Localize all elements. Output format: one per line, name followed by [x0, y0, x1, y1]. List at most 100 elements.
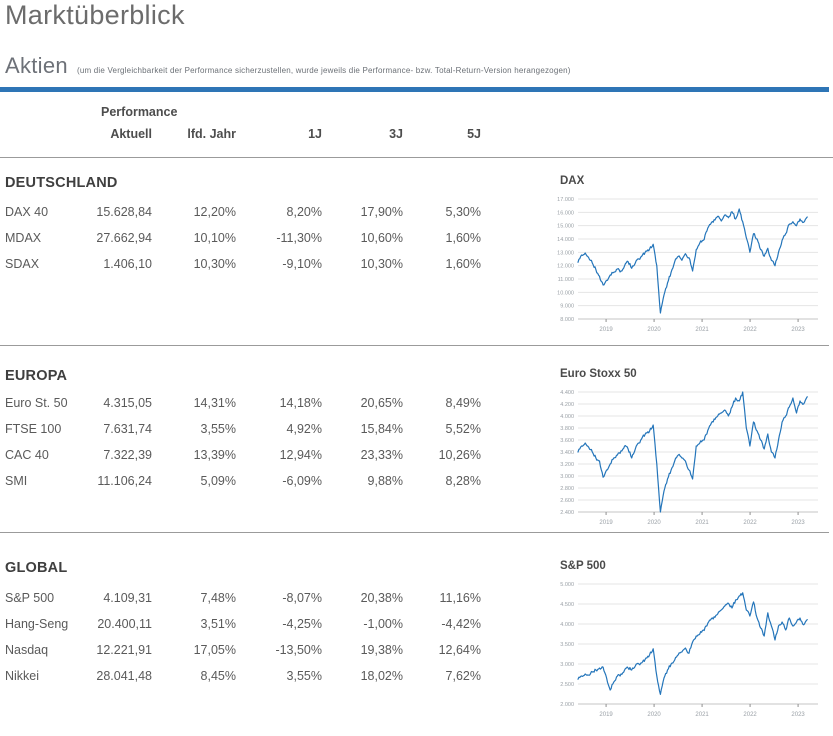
y-axis-tick-label: 11.000: [558, 277, 574, 283]
row-value-1j: -4,25%: [282, 617, 322, 631]
row-value-3j: 17,90%: [360, 205, 403, 219]
row-value-5j: 12,64%: [438, 643, 481, 657]
y-axis-tick-label: 3.600: [560, 438, 574, 444]
x-axis-tick-label: 2021: [695, 520, 709, 526]
x-axis-tick-label: 2022: [743, 712, 757, 718]
y-axis-tick-label: 14.000: [557, 237, 574, 243]
row-value-aktuell: 4.315,05: [103, 396, 152, 410]
section-title-aktien: Aktien: [5, 53, 68, 78]
section-rows: S&P 500 4.109,31 7,48% -8,07% 20,38% 11,…: [5, 585, 481, 689]
row-value-1j: -6,09%: [282, 474, 322, 488]
x-axis-tick-label: 2021: [695, 327, 709, 333]
row-value-aktuell: 20.400,11: [97, 617, 152, 631]
x-axis-tick-label: 2023: [791, 520, 805, 526]
row-value-aktuell: 4.109,31: [103, 591, 152, 605]
table-row: Nasdaq 12.221,91 17,05% -13,50% 19,38% 1…: [5, 637, 481, 663]
x-axis-tick-label: 2019: [599, 520, 613, 526]
row-value-1j: 14,18%: [279, 396, 322, 410]
y-axis-tick-label: 8.000: [560, 317, 574, 323]
row-value-aktuell: 7.322,39: [103, 448, 152, 462]
performance-group-header: Performance: [101, 105, 178, 119]
column-header-spacer: [5, 127, 95, 141]
row-value-lfd-jahr: 10,10%: [193, 231, 236, 245]
row-label: Hang-Seng: [5, 617, 69, 631]
row-value-1j: -11,30%: [276, 231, 322, 245]
y-axis-tick-label: 3.800: [560, 426, 574, 432]
aktien-header-row: Aktien (um die Vergleichbarkeit der Perf…: [5, 53, 571, 79]
row-label: SMI: [5, 474, 28, 488]
row-label: SDAX: [5, 257, 40, 271]
row-value-lfd-jahr: 10,30%: [193, 257, 236, 271]
performance-disclaimer: (um die Vergleichbarkeit der Performance…: [76, 66, 571, 75]
page-title: Marktüberblick: [5, 0, 185, 30]
chart-euro-stoxx-50: Euro Stoxx 50 4.400 4.200 4.000 3.800 3.600 3…: [545, 368, 833, 529]
row-value-3j: 9,88%: [367, 474, 403, 488]
y-axis-tick-label: 9.000: [560, 304, 574, 310]
row-value-5j: 1,60%: [445, 231, 481, 245]
row-value-aktuell: 15.628,84: [96, 205, 152, 219]
chart-dax: DAX 17.000 16.000 15.000 14.000 13.000 12.000…: [545, 175, 833, 336]
x-axis-tick-label: 2023: [791, 712, 805, 718]
section-europa: EUROPA Euro St. 50 4.315,05 14,31% 14,18…: [0, 346, 829, 533]
x-axis-tick-label: 2023: [791, 327, 805, 333]
line-series: [577, 592, 808, 696]
row-value-lfd-jahr: 3,51%: [200, 617, 236, 631]
column-header-aktuell: Aktuell: [110, 127, 152, 141]
row-value-3j: 10,60%: [360, 231, 403, 245]
y-axis-tick-label: 4.500: [560, 602, 574, 608]
column-header-3j: 3J: [389, 127, 403, 141]
y-axis-tick-label: 2.600: [560, 498, 574, 504]
row-value-aktuell: 27.662,94: [96, 231, 152, 245]
y-axis-tick-label: 4.000: [560, 414, 574, 420]
y-axis-tick-label: 3.000: [560, 662, 574, 668]
column-header-1j: 1J: [308, 127, 322, 141]
row-value-aktuell: 28.041,48: [96, 669, 152, 683]
table-row: S&P 500 4.109,31 7,48% -8,07% 20,38% 11,…: [5, 585, 481, 611]
row-value-3j: 23,33%: [360, 448, 403, 462]
row-value-lfd-jahr: 5,09%: [200, 474, 236, 488]
column-header-lfd-jahr: lfd. Jahr: [187, 127, 236, 141]
y-axis-tick-label: 4.200: [560, 402, 574, 408]
row-label: MDAX: [5, 231, 42, 245]
row-value-5j: 5,52%: [445, 422, 481, 436]
y-axis-tick-label: 10.000: [557, 290, 574, 296]
line-series: [577, 391, 808, 513]
row-label: Nasdaq: [5, 643, 49, 657]
x-axis-tick-label: 2022: [743, 327, 757, 333]
chart-canvas: 5.000 4.500 4.000 3.500 3.000 2.500 2.000 2019 2…: [560, 582, 818, 718]
table-row: FTSE 100 7.631,74 3,55% 4,92% 15,84% 5,5…: [5, 416, 481, 442]
table-row: Nikkei 28.041,48 8,45% 3,55% 18,02% 7,62…: [5, 663, 481, 689]
row-value-lfd-jahr: 12,20%: [193, 205, 236, 219]
row-value-1j: -9,10%: [282, 257, 322, 271]
row-value-3j: 20,65%: [360, 396, 403, 410]
row-value-5j: 8,49%: [445, 396, 481, 410]
row-label: S&P 500: [5, 591, 55, 605]
table-row: Hang-Seng 20.400,11 3,51% -4,25% -1,00% …: [5, 611, 481, 637]
row-value-5j: 11,16%: [439, 591, 481, 605]
row-value-lfd-jahr: 17,05%: [193, 643, 236, 657]
x-axis-tick-label: 2020: [647, 520, 661, 526]
row-value-aktuell: 11.106,24: [97, 474, 152, 488]
row-value-3j: 19,38%: [360, 643, 403, 657]
y-axis-tick-label: 13.000: [557, 250, 574, 256]
section-heading: EUROPA: [5, 368, 68, 384]
line-series: [577, 208, 808, 314]
x-axis-tick-label: 2021: [695, 712, 709, 718]
section-rows: DAX 40 15.628,84 12,20% 8,20% 17,90% 5,3…: [5, 199, 481, 277]
section-deutschland: DEUTSCHLAND DAX 40 15.628,84 12,20% 8,20…: [0, 165, 829, 346]
table-row: MDAX 27.662,94 10,10% -11,30% 10,60% 1,6…: [5, 225, 481, 251]
row-value-lfd-jahr: 7,48%: [200, 591, 236, 605]
y-axis-tick-label: 4.400: [560, 390, 574, 396]
row-label: DAX 40: [5, 205, 49, 219]
row-value-5j: 1,60%: [445, 257, 481, 271]
y-axis-tick-label: 17.000: [557, 197, 574, 203]
y-axis-tick-label: 3.400: [560, 450, 574, 456]
section-global: GLOBAL S&P 500 4.109,31 7,48% -8,07% 20,…: [0, 533, 829, 736]
y-axis-tick-label: 4.000: [560, 622, 574, 628]
y-axis-tick-label: 5.000: [560, 582, 574, 588]
y-axis-tick-label: 12.000: [557, 264, 574, 270]
table-row: Euro St. 50 4.315,05 14,31% 14,18% 20,65…: [5, 390, 481, 416]
x-axis-tick-label: 2020: [647, 327, 661, 333]
row-value-lfd-jahr: 13,39%: [193, 448, 236, 462]
